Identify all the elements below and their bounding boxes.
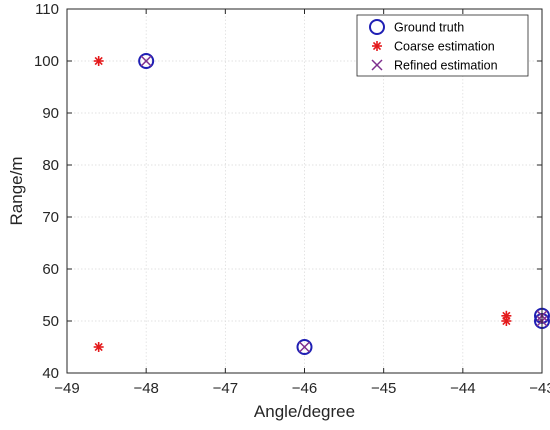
legend-label: Ground truth (394, 21, 464, 35)
axes: −49 −48 −47 −46 −45 −44 −43 40 50 60 70 80 90 100 110 (34, 1, 550, 397)
x-axis-label: Angle/degree (254, 402, 355, 421)
y-tick-label: 100 (34, 53, 59, 70)
y-tick-label: 90 (42, 105, 59, 122)
point-circle (296, 339, 313, 355)
legend-box (356, 14, 529, 77)
x-tick-label: −47 (213, 380, 238, 397)
y-tick-label: 50 (42, 313, 59, 330)
y-axis-label: Range/m (7, 157, 26, 226)
y-tick-label: 110 (35, 1, 59, 18)
point-x (140, 55, 152, 67)
plot-frame (66, 8, 543, 374)
point-asterisk (501, 316, 512, 326)
legend-label: Coarse estimation (394, 40, 495, 54)
legend-label: Refined estimation (394, 59, 498, 73)
point-asterisk (93, 342, 104, 352)
y-tick-label: 80 (42, 157, 59, 174)
point-x (298, 341, 311, 353)
point-circle (138, 53, 155, 69)
x-tick-label: −46 (292, 380, 317, 397)
point-asterisk (93, 56, 104, 66)
y-tick-label: 60 (42, 261, 59, 278)
y-tick-label: 70 (42, 209, 59, 226)
legend: Ground truth Coarse estimation Refined est… (356, 14, 529, 77)
x-tick-label: −48 (133, 380, 158, 397)
x-tick-label: −45 (371, 380, 396, 397)
y-tick-label: 40 (42, 365, 59, 382)
legend-marker-asterisk (372, 41, 382, 51)
legend-marker-x (371, 59, 383, 71)
x-tick-label: −44 (450, 380, 475, 397)
legend-marker-circle (369, 19, 385, 35)
x-tick-label: −49 (54, 380, 79, 397)
x-tick-label: −43 (529, 380, 550, 397)
